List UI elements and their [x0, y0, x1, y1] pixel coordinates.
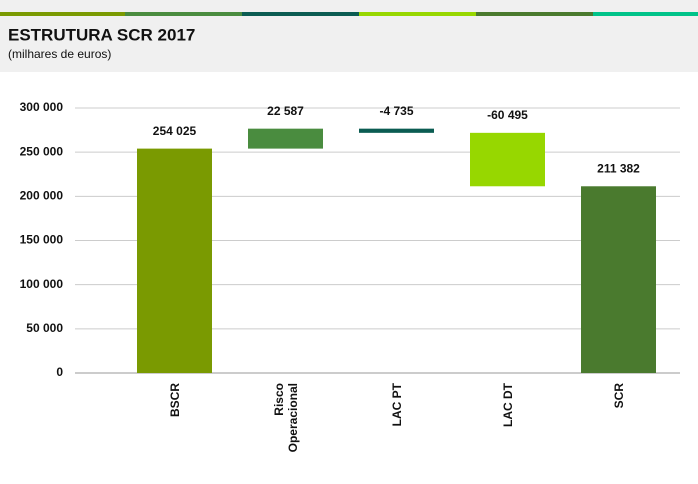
strip: [0, 12, 125, 16]
strip: [593, 12, 698, 16]
chart-subtitle: (milhares de euros): [8, 47, 111, 61]
x-tick-label: Risco Operacional: [271, 383, 300, 453]
value-label: 22 587: [267, 104, 304, 118]
y-tick-label: 100 000: [20, 277, 64, 291]
x-tick-label: LAC DT: [500, 383, 515, 427]
bar: [359, 128, 434, 133]
bar: [470, 132, 545, 187]
y-tick-label: 0: [56, 365, 63, 379]
x-tick-label: BSCR: [167, 383, 182, 418]
strip: [476, 12, 593, 16]
y-tick-label: 200 000: [20, 189, 64, 203]
bar: [248, 128, 323, 149]
bar: [581, 186, 656, 373]
strip: [242, 12, 359, 16]
y-tick-label: 150 000: [20, 233, 64, 247]
strip: [359, 12, 476, 16]
value-label: -60 495: [487, 108, 528, 122]
chart-title: ESTRUTURA SCR 2017: [8, 25, 195, 44]
y-tick-label: 300 000: [20, 100, 64, 114]
x-tick-label: SCR: [611, 383, 626, 409]
y-tick-label: 50 000: [26, 321, 63, 335]
bar: [137, 148, 212, 373]
value-label: -4 735: [379, 104, 413, 118]
y-tick-label: 250 000: [20, 144, 64, 158]
strip: [125, 12, 242, 16]
value-label: 211 382: [597, 161, 640, 175]
x-tick-label: LAC PT: [389, 383, 404, 427]
value-label: 254 025: [153, 124, 197, 138]
